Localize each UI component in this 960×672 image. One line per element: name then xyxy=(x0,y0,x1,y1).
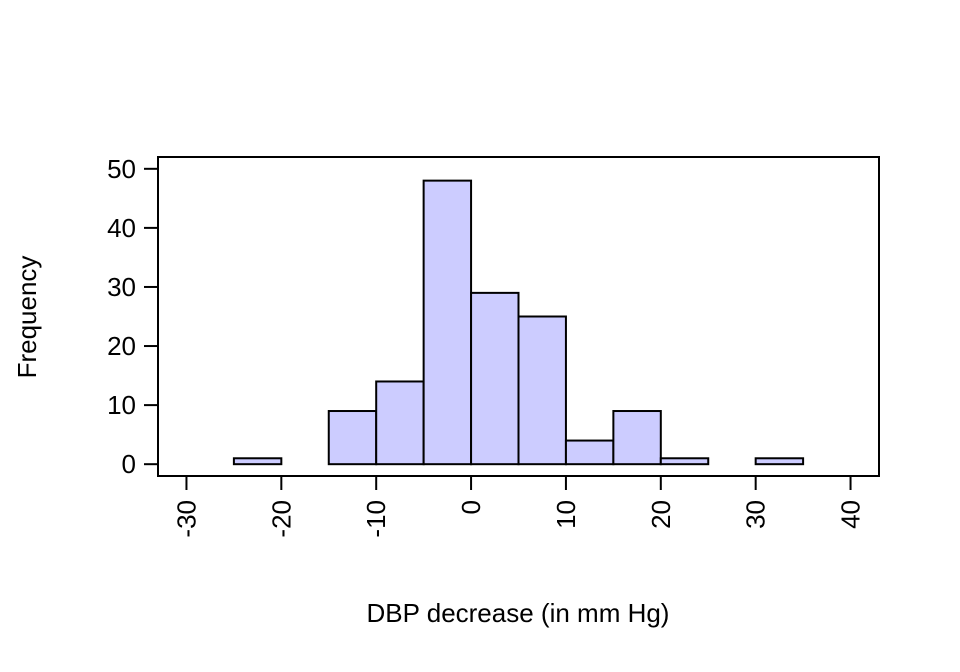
histogram-bar xyxy=(564,439,615,466)
histogram-bar xyxy=(754,457,805,466)
histogram-bar xyxy=(659,457,710,466)
x-tick-label: 30 xyxy=(741,500,771,529)
histogram-bar xyxy=(517,315,567,466)
histogram-bar xyxy=(232,457,283,466)
y-tick-label: 20 xyxy=(107,331,136,361)
y-axis-label: Frequency xyxy=(12,256,42,379)
y-tick-label: 40 xyxy=(107,213,136,243)
x-tick-label: 0 xyxy=(456,500,486,514)
y-tick-label: 10 xyxy=(107,390,136,420)
histogram-bars xyxy=(232,179,805,466)
x-tick-label: 10 xyxy=(551,500,581,529)
histogram-bar xyxy=(327,410,378,466)
histogram-bar xyxy=(470,291,520,466)
histogram-bar xyxy=(375,380,425,466)
y-tick-label: 30 xyxy=(107,272,136,302)
x-axis-label: DBP decrease (in mm Hg) xyxy=(367,598,670,628)
y-tick-label: 0 xyxy=(122,449,136,479)
y-axis: 0 10 20 30 40 50 xyxy=(107,154,159,479)
x-tick-label: -30 xyxy=(171,500,201,538)
histogram-bar xyxy=(612,410,662,466)
x-tick-label: -10 xyxy=(361,500,391,538)
x-tick-label: 20 xyxy=(646,500,676,529)
histogram-bar xyxy=(422,179,473,466)
x-tick-label: 40 xyxy=(836,500,866,529)
x-tick-label: -20 xyxy=(266,500,296,538)
x-axis: -30 -20 -10 0 10 20 30 40 xyxy=(171,475,866,538)
y-tick-label: 50 xyxy=(107,154,136,184)
